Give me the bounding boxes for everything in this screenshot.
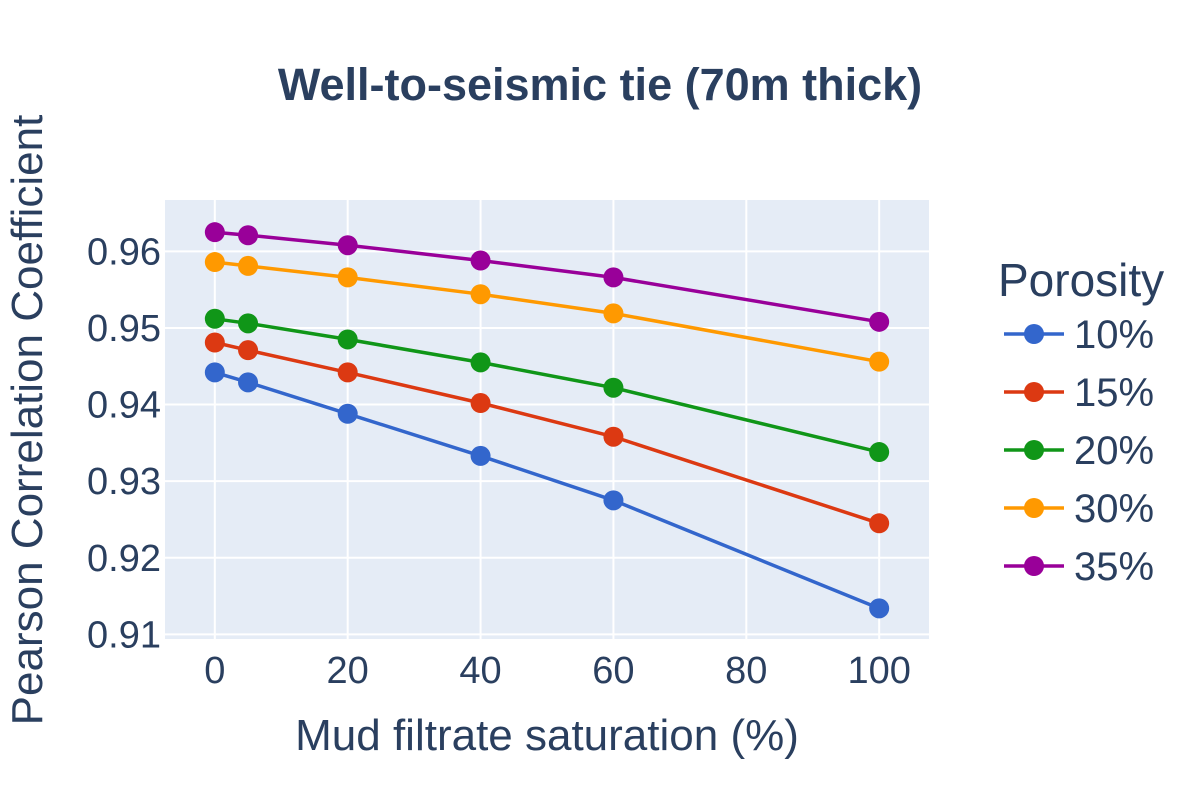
data-point xyxy=(204,362,225,383)
data-point xyxy=(603,267,624,288)
data-point xyxy=(337,235,358,256)
data-point xyxy=(238,340,259,361)
legend-label: 10% xyxy=(1074,313,1154,357)
y-tick-label: 0.96 xyxy=(87,231,161,273)
legend-swatch-marker xyxy=(1024,324,1044,344)
x-tick-label: 0 xyxy=(204,650,225,692)
data-point xyxy=(470,250,491,271)
legend-label: 20% xyxy=(1074,429,1154,473)
data-point xyxy=(869,598,890,619)
data-point xyxy=(470,445,491,466)
data-point xyxy=(869,513,890,534)
data-point xyxy=(337,329,358,350)
series-20% xyxy=(204,308,890,463)
y-tick-label: 0.95 xyxy=(87,308,161,350)
gridlines xyxy=(165,200,929,639)
data-point xyxy=(204,332,225,353)
data-point xyxy=(470,352,491,373)
data-point xyxy=(603,377,624,398)
data-point xyxy=(204,308,225,329)
data-point xyxy=(238,313,259,334)
data-point xyxy=(603,426,624,447)
legend-item[interactable]: 30% xyxy=(1004,487,1154,531)
series-layer xyxy=(204,222,890,619)
y-tick-label: 0.93 xyxy=(87,461,161,503)
legend-swatch-marker xyxy=(1024,556,1044,576)
data-point xyxy=(869,311,890,332)
data-point xyxy=(470,393,491,414)
data-point xyxy=(204,252,225,273)
legend-label: 15% xyxy=(1074,371,1154,415)
legend-item[interactable]: 20% xyxy=(1004,429,1154,473)
legend-item[interactable]: 10% xyxy=(1004,313,1154,357)
x-axis-title: Mud filtrate saturation (%) xyxy=(295,711,799,760)
data-point xyxy=(238,372,259,393)
data-point xyxy=(204,222,225,243)
legend-label: 35% xyxy=(1074,545,1154,589)
data-point xyxy=(603,303,624,324)
legend: Porosity 10% 15% 20% 30% 35% xyxy=(998,254,1164,589)
data-point xyxy=(869,351,890,372)
data-point xyxy=(603,490,624,511)
legend-swatch-marker xyxy=(1024,440,1044,460)
legend-item[interactable]: 35% xyxy=(1004,545,1154,589)
x-tick-label: 60 xyxy=(592,650,634,692)
data-point xyxy=(238,225,259,246)
data-point xyxy=(337,267,358,288)
y-tick-label: 0.94 xyxy=(87,385,161,427)
data-point xyxy=(337,403,358,424)
y-tick-label: 0.92 xyxy=(87,538,161,580)
data-point xyxy=(470,284,491,305)
legend-swatch-marker xyxy=(1024,382,1044,402)
data-point xyxy=(337,362,358,383)
series-15% xyxy=(204,332,890,534)
series-10% xyxy=(204,362,890,619)
legend-item[interactable]: 15% xyxy=(1004,371,1154,415)
x-tick-label: 40 xyxy=(459,650,501,692)
y-axis-title: Pearson Correlation Coefficient xyxy=(3,115,52,726)
legend-label: 30% xyxy=(1074,487,1154,531)
series-35% xyxy=(204,222,890,332)
series-30% xyxy=(204,252,890,372)
x-tick-label: 100 xyxy=(847,650,910,692)
legend-title: Porosity xyxy=(998,254,1164,306)
y-tick-label: 0.91 xyxy=(87,614,161,656)
chart-title: Well-to-seismic tie (70m thick) xyxy=(278,59,922,110)
x-tick-label: 20 xyxy=(327,650,369,692)
data-point xyxy=(238,255,259,276)
tick-labels: 0 20 40 60 80 100 0.91 0.92 0.93 0.94 0.95 0.96 xyxy=(87,231,911,692)
data-point xyxy=(869,442,890,463)
x-tick-label: 80 xyxy=(725,650,767,692)
legend-swatch-marker xyxy=(1024,498,1044,518)
